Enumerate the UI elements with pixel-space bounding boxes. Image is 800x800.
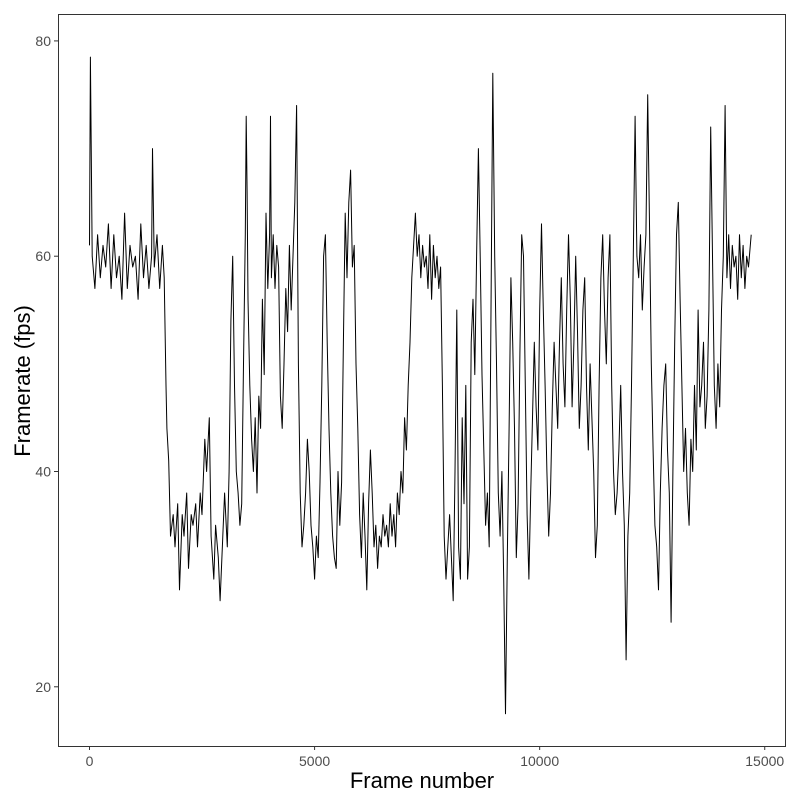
series-layer — [90, 57, 752, 714]
y-tick-label: 40 — [35, 464, 51, 480]
y-tick-label: 80 — [35, 33, 51, 49]
x-tick-label: 10000 — [520, 753, 559, 769]
x-tick-label: 15000 — [745, 753, 784, 769]
plot-panel-border — [59, 15, 786, 747]
y-tick-label: 60 — [35, 248, 51, 264]
x-tick-label: 0 — [86, 753, 94, 769]
y-axis-title: Framerate (fps) — [10, 305, 35, 457]
y-tick-label: 20 — [35, 679, 51, 695]
tick-layer: 0 5000 10000 15000 20 40 60 80 — [35, 33, 784, 769]
x-axis-title: Frame number — [350, 768, 494, 793]
framerate-series-line — [90, 57, 752, 714]
x-tick-label: 5000 — [299, 753, 330, 769]
